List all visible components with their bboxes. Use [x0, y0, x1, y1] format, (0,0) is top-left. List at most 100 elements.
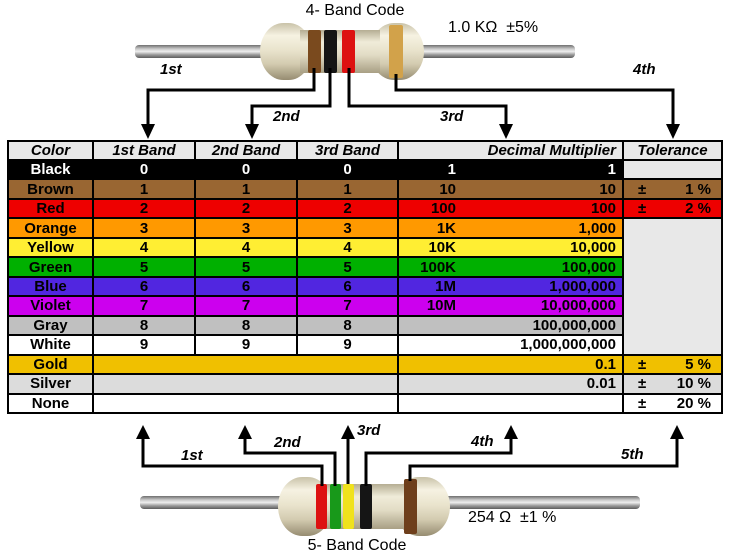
- four-band-title: 4- Band Code: [305, 2, 405, 19]
- arrowhead-up-5th-icon: [670, 425, 684, 439]
- plus-minus: ±: [638, 355, 647, 373]
- connector-3rd-top: [347, 68, 508, 126]
- color-name-yellow: Yellow: [9, 238, 94, 259]
- band1-violet: 7: [94, 297, 196, 317]
- band2-white: 9: [196, 336, 298, 356]
- color-name-orange: Orange: [9, 219, 94, 239]
- band3-yellow: 4: [298, 238, 399, 259]
- label-2nd-bottom: 2nd: [274, 434, 301, 451]
- tolerance-red: ±2 %: [624, 199, 723, 220]
- label-4th-bottom: 4th: [471, 433, 494, 450]
- bands-merged-silver: [94, 375, 399, 395]
- header-2nd-band: 2nd Band: [196, 142, 298, 161]
- color-name-red: Red: [9, 199, 94, 220]
- band2-black: 0: [196, 161, 298, 181]
- color-code-table: Color 1st Band 2nd Band 3rd Band Decimal…: [7, 140, 723, 414]
- label-3rd-bottom: 3rd: [357, 422, 381, 439]
- multiplier-yellow: 10K 10,000: [399, 238, 624, 259]
- band-black: [324, 30, 337, 73]
- multiplier-violet: 10M 10,000,000: [399, 297, 624, 317]
- tolerance-gold: ±5 %: [624, 355, 723, 376]
- color-name-violet: Violet: [9, 297, 94, 317]
- bands-merged-none: [94, 394, 399, 414]
- four-band-value-label: 1.0 KΩ ±5%: [448, 19, 539, 36]
- plus-minus: ±: [638, 375, 647, 393]
- connector-4th-top: [394, 74, 675, 126]
- plus-minus: ±: [638, 394, 647, 412]
- multiplier-value: 0.01: [586, 375, 616, 393]
- band1-yellow: 4: [94, 238, 196, 259]
- header-color: Color: [9, 142, 94, 161]
- band1-black: 0: [94, 161, 196, 181]
- multiplier-shorthand: 100K: [420, 258, 456, 276]
- label-3rd-top: 3rd: [440, 108, 464, 125]
- band2-red: 2: [196, 199, 298, 220]
- band3-gray: 8: [298, 316, 399, 337]
- label-5th-bottom: 5th: [621, 446, 644, 463]
- band1-orange: 3: [94, 219, 196, 239]
- band2-brown: 1: [196, 180, 298, 200]
- color-name-white: White: [9, 336, 94, 356]
- band-black-2: [360, 484, 372, 529]
- header-3rd-band: 3rd Band: [298, 142, 399, 161]
- tolerance-merged-empty-cell: [624, 219, 723, 356]
- tolerance-none: ±20 %: [624, 394, 723, 414]
- plus-minus: ±: [638, 180, 647, 198]
- multiplier-shorthand: 10: [439, 180, 456, 198]
- band3-orange: 3: [298, 219, 399, 239]
- multiplier-value: 10: [599, 180, 616, 198]
- label-1st-top: 1st: [160, 61, 182, 78]
- band1-blue: 6: [94, 277, 196, 298]
- multiplier-value: 10,000,000: [540, 297, 616, 315]
- band-brown: [308, 30, 321, 73]
- arrowhead-down-1st-icon: [141, 124, 155, 139]
- multiplier-silver: 0.01: [399, 375, 624, 395]
- band3-white: 9: [298, 336, 399, 356]
- multiplier-value: 100,000: [561, 258, 616, 276]
- multiplier-shorthand: 1: [447, 161, 456, 179]
- multiplier-shorthand: 10K: [428, 239, 456, 257]
- multiplier-shorthand: 1M: [435, 277, 456, 295]
- arrowhead-up-1st-icon: [136, 425, 150, 439]
- multiplier-shorthand: 100: [430, 200, 456, 218]
- band1-white: 9: [94, 336, 196, 356]
- multiplier-value: 10,000: [570, 239, 616, 257]
- band2-orange: 3: [196, 219, 298, 239]
- multiplier-value: 1,000,000: [549, 277, 616, 295]
- multiplier-shorthand: 10M: [426, 297, 456, 315]
- header-1st-band: 1st Band: [94, 142, 196, 161]
- band1-gray: 8: [94, 316, 196, 337]
- color-name-green: Green: [9, 258, 94, 278]
- tolerance-brown: ±1 %: [624, 180, 723, 200]
- band2-green: 5: [196, 258, 298, 278]
- band3-brown: 1: [298, 180, 399, 200]
- header-tolerance: Tolerance: [624, 142, 723, 161]
- band3-black: 0: [298, 161, 399, 181]
- tolerance-value: 10 %: [676, 375, 711, 393]
- multiplier-none: [399, 394, 624, 414]
- arrowhead-up-4th-icon: [504, 425, 518, 439]
- band3-green: 5: [298, 258, 399, 278]
- color-name-brown: Brown: [9, 180, 94, 200]
- color-name-none: None: [9, 394, 94, 414]
- band2-gray: 8: [196, 316, 298, 337]
- tolerance-value: 1 %: [685, 180, 711, 198]
- multiplier-red: 100 100: [399, 199, 624, 220]
- color-name-black: Black: [9, 161, 94, 181]
- multiplier-orange: 1K 1,000: [399, 219, 624, 239]
- multiplier-value: 100,000,000: [532, 316, 616, 334]
- label-4th-top: 4th: [633, 61, 656, 78]
- band3-red: 2: [298, 199, 399, 220]
- five-band-value-label: 254 Ω ±1 %: [468, 509, 557, 526]
- multiplier-value: 1: [607, 161, 616, 179]
- color-name-gray: Gray: [9, 316, 94, 337]
- tolerance-silver: ±10 %: [624, 375, 723, 395]
- arrowhead-down-3rd-icon: [499, 124, 513, 139]
- color-name-blue: Blue: [9, 277, 94, 298]
- label-1st-bottom: 1st: [181, 447, 203, 464]
- tolerance-value: 20 %: [676, 394, 711, 412]
- band-gold: [389, 25, 403, 78]
- band3-blue: 6: [298, 277, 399, 298]
- band-green: [330, 484, 341, 529]
